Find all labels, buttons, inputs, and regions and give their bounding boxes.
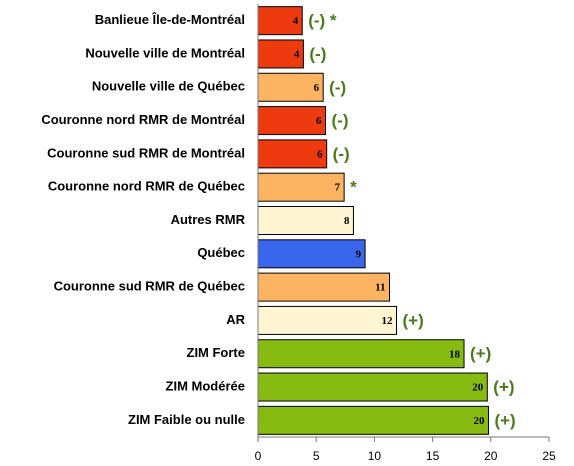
value-label: 20 (472, 382, 484, 394)
value-label: 6 (317, 148, 323, 160)
x-tick-label: 25 (542, 449, 556, 463)
value-label: 9 (356, 248, 362, 260)
value-label: 18 (449, 348, 461, 360)
annotation: (+) (494, 411, 515, 430)
bar (257, 72, 324, 102)
category-label: AR (226, 312, 245, 327)
category-label: Couronne sud RMR de Québec (54, 279, 245, 294)
annotation: (+) (470, 344, 491, 363)
value-label: 8 (344, 215, 350, 227)
category-label: ZIM Faible ou nulle (128, 412, 245, 427)
bar (257, 206, 354, 235)
bar (257, 172, 345, 202)
bar (257, 405, 489, 435)
category-label: ZIM Forte (187, 345, 246, 360)
value-label: 6 (314, 82, 320, 94)
category-label: Couronne sud RMR de Montréal (47, 145, 245, 160)
bar (257, 106, 327, 136)
annotation: * (350, 178, 357, 197)
bar (257, 39, 304, 69)
value-label: 20 (473, 415, 485, 427)
category-label: Banlieue Île-de-Montréal (95, 12, 245, 27)
annotation: (-) (309, 44, 326, 63)
annotation: (-) (329, 78, 346, 97)
value-label: 12 (382, 315, 394, 327)
annotation: (-) (333, 144, 350, 163)
category-label: Couronne nord RMR de Montréal (41, 112, 245, 127)
category-label: Nouvelle ville de Québec (92, 79, 245, 94)
annotation: (+) (493, 378, 514, 397)
category-label: ZIM Modérée (166, 378, 245, 393)
value-label: 6 (316, 115, 322, 127)
value-label: 4 (293, 15, 299, 27)
x-tick-label: 20 (484, 449, 498, 463)
bar (257, 139, 328, 169)
category-label: Couronne nord RMR de Québec (48, 179, 245, 194)
annotation: (-) (332, 111, 349, 130)
bar (257, 239, 366, 269)
category-label: Autres RMR (171, 212, 246, 227)
value-label: 4 (294, 48, 300, 60)
x-tick-label: 10 (368, 449, 382, 463)
annotation: (-) * (308, 11, 337, 30)
bar (257, 272, 391, 302)
category-label: Québec (197, 245, 245, 260)
value-label: 7 (335, 182, 341, 194)
category-label: Nouvelle ville de Montréal (85, 45, 245, 60)
bar (257, 305, 398, 335)
x-tick-label: 5 (313, 449, 320, 463)
annotation: (+) (403, 311, 424, 330)
value-label: 11 (375, 282, 385, 294)
x-tick-label: 15 (426, 449, 440, 463)
bar (257, 339, 465, 369)
bar (257, 372, 488, 402)
x-tick-label: 0 (255, 449, 262, 463)
